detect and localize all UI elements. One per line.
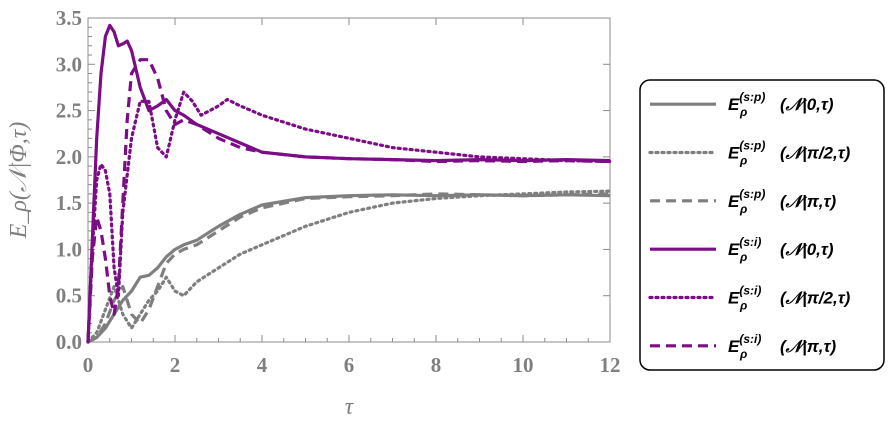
legend-box xyxy=(639,79,885,371)
series-line-3 xyxy=(87,192,611,344)
y-tick-label: 3.5 xyxy=(56,6,82,30)
x-tick-label: 0 xyxy=(83,353,94,377)
legend: E(s:p) ρ (𝒩|0,τ) E(s:p) ρ (𝒩|π/2,τ) E(s:p) ρ (𝒩|… xyxy=(639,79,885,371)
y-axis: 0.0 0.5 1.0 1.5 2.0 2.5 3.0 3.5 xyxy=(56,6,610,354)
y-tick-label: 1.5 xyxy=(56,191,82,215)
y-tick-label: 1.0 xyxy=(56,237,82,261)
x-axis: 0 2 4 6 8 10 12 xyxy=(83,18,621,377)
series-line-2 xyxy=(86,189,612,344)
x-tick-label: 12 xyxy=(600,353,621,377)
legend-entry-label: E(s:i) ρ (𝒩|π,τ) xyxy=(728,332,836,361)
plot-frame xyxy=(87,17,611,343)
x-tick-label: 6 xyxy=(344,353,355,377)
y-axis-label: E_ρ(𝒩|Φ,τ) xyxy=(6,122,32,240)
y-tick-label: 2.0 xyxy=(56,145,82,169)
plot-area-border xyxy=(87,17,611,343)
legend-entry-label: E(s:i) ρ (𝒩|π/2,τ) xyxy=(728,284,851,313)
series-layer xyxy=(86,23,612,344)
series-line-5 xyxy=(86,90,612,344)
y-tick-label: 3.0 xyxy=(56,52,82,76)
series-line-1 xyxy=(87,193,611,344)
y-tick-label: 0.0 xyxy=(56,330,82,354)
x-axis-label: τ xyxy=(345,394,355,420)
y-tick-label: 2.5 xyxy=(56,99,82,123)
x-tick-label: 4 xyxy=(257,353,268,377)
legend-entry-label: E(s:p) ρ (𝒩|0,τ) xyxy=(728,90,834,119)
y-tick-label: 0.5 xyxy=(56,284,82,308)
legend-entry-label: E(s:p) ρ (𝒩|π,τ) xyxy=(728,187,836,216)
legend-entry-label: E(s:p) ρ (𝒩|π/2,τ) xyxy=(728,139,851,168)
series-line-6 xyxy=(86,58,611,343)
x-tick-label: 10 xyxy=(513,353,534,377)
series-line-4 xyxy=(86,23,611,343)
legend-entry-label: E(s:i) ρ (𝒩|0,τ) xyxy=(728,235,834,264)
x-tick-label: 2 xyxy=(170,353,181,377)
x-tick-label: 8 xyxy=(431,353,442,377)
